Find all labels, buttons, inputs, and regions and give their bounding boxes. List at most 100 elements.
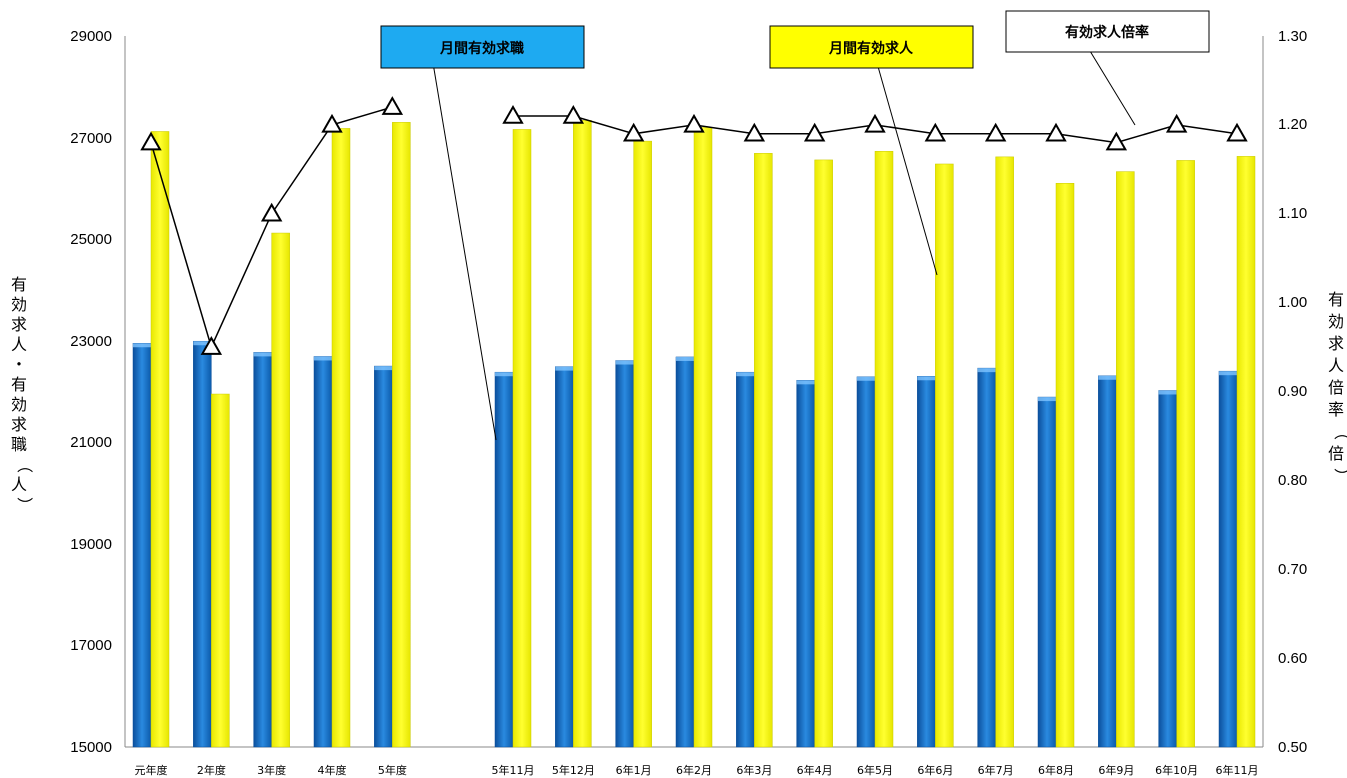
x-tick-label: 5年12月 — [552, 763, 595, 777]
bar-kyujin — [874, 151, 894, 748]
y-axis-label-char: 効 — [11, 395, 27, 414]
bar-kyushoku — [615, 360, 634, 748]
ratio-marker — [984, 122, 1007, 142]
svg-text:21000: 21000 — [70, 434, 112, 451]
x-tick-label: 5年度 — [378, 763, 407, 777]
bar-kyushoku — [494, 371, 514, 748]
left-tick-label: 27000 — [70, 130, 112, 147]
x-tick-label: 6年5月 — [857, 763, 893, 777]
svg-text:0.70: 0.70 — [1278, 561, 1307, 578]
bar-kyujin — [211, 393, 230, 748]
ratio-marker — [924, 122, 947, 142]
legend-box-kyujin: 月間有効求人 — [769, 25, 974, 69]
y-axis-label-char: ・ — [11, 355, 27, 374]
left-tick-label: 23000 — [70, 333, 112, 350]
bar-kyujin — [754, 153, 773, 748]
y-axis-label-char: （ — [15, 457, 34, 473]
y-axis-label-char: 効 — [11, 295, 27, 314]
right-tick-label: 0.60 — [1278, 650, 1307, 667]
bar-kyushoku-highlight — [796, 380, 815, 385]
bar-kyushoku — [193, 340, 212, 748]
svg-text:1.00: 1.00 — [1278, 294, 1307, 311]
y-axis-label-char: 有 — [1328, 290, 1344, 309]
x-tick-label: 6年4月 — [797, 763, 833, 777]
bar-kyushoku-highlight — [495, 372, 513, 377]
x-tick-labels: 元年度 2年度 3年度 4年度 5年度 5年11月 5年12月 6年1月 6年2月 6年3月 6年4… — [135, 763, 1259, 777]
bar-kyushoku-highlight — [857, 376, 875, 381]
svg-text:29000: 29000 — [70, 28, 112, 45]
right-tick-label: 0.50 — [1278, 739, 1307, 756]
bar-kyujin — [693, 127, 713, 748]
ratio-marker — [321, 113, 343, 133]
x-tick-label: 6年7月 — [978, 763, 1014, 777]
x-tick-label: 6年8月 — [1038, 763, 1074, 777]
ratio-marker — [864, 113, 886, 133]
bar-kyushoku-highlight — [1219, 371, 1237, 376]
bar-kyushoku-highlight — [193, 341, 212, 346]
bar-kyujin — [1116, 171, 1135, 748]
ratio-marker — [1226, 122, 1248, 142]
bar-kyushoku — [675, 356, 695, 748]
callout-line-kyujin — [876, 62, 938, 276]
left-tick-label: 29000 — [70, 28, 112, 45]
y-axis-label-char: 有 — [11, 275, 27, 294]
bar-kyujin — [1176, 160, 1195, 748]
ratio-marker — [562, 104, 585, 124]
ratio-marker — [140, 131, 162, 151]
right-tick-label: 1.00 — [1278, 294, 1307, 311]
bar-kyushoku — [1218, 370, 1238, 748]
bar-kyujin — [814, 159, 833, 748]
bar-kyushoku — [796, 380, 815, 748]
bar-kyushoku — [132, 343, 152, 748]
svg-text:27000: 27000 — [70, 130, 112, 147]
ratio-marker — [803, 122, 826, 142]
bar-kyushoku-highlight — [253, 352, 272, 357]
y-axis-label-char: 求 — [11, 315, 27, 334]
right-tick-label: 0.70 — [1278, 561, 1307, 578]
x-tick-label: 6年11月 — [1216, 763, 1259, 777]
left-tick-label: 25000 — [70, 231, 112, 248]
svg-text:23000: 23000 — [70, 333, 112, 350]
bar-kyushoku-highlight — [1158, 390, 1177, 395]
legend-label-kyushoku: 月間有効求職 — [439, 40, 524, 57]
bar-kyujin — [331, 128, 351, 748]
bar-kyushoku — [736, 371, 755, 748]
bar-kyushoku — [917, 376, 936, 748]
ratio-marker — [683, 113, 705, 133]
y-axis-label-char: 求 — [1328, 334, 1344, 353]
y-axis-label-char: 倍 — [1328, 444, 1344, 463]
left-tick-label: 19000 — [70, 536, 112, 553]
bar-kyushoku — [1158, 390, 1177, 748]
svg-text:0.80: 0.80 — [1278, 472, 1307, 489]
legend-label-ratio: 有効求人倍率 — [1065, 24, 1149, 41]
bar-kyushoku-highlight — [736, 372, 755, 377]
y-axis-label-char: （ — [1332, 424, 1347, 440]
y-axis-label-char: 倍 — [1328, 378, 1344, 397]
left-tick-label: 15000 — [70, 739, 112, 756]
x-tick-label: 3年度 — [257, 763, 286, 777]
x-tick-label: 2年度 — [197, 763, 226, 777]
legend-box-kyushoku: 月間有効求職 — [380, 25, 585, 69]
x-tick-label: 4年度 — [318, 763, 347, 777]
y-axis-label-left: 有効求人・有効求職（人） — [11, 275, 34, 513]
y-axis-label-char: 有 — [11, 375, 27, 394]
ratio-marker — [200, 336, 223, 355]
bar-kyushoku — [977, 367, 996, 748]
x-tick-label: 元年度 — [135, 763, 168, 777]
x-tick-label: 6年9月 — [1098, 763, 1134, 777]
svg-text:0.90: 0.90 — [1278, 383, 1307, 400]
bar-kyushoku-highlight — [676, 356, 694, 361]
legend-label-kyujin: 月間有効求人 — [828, 40, 914, 57]
right-tick-label: 1.30 — [1278, 28, 1307, 45]
bar-kyujin — [512, 129, 532, 748]
ratio-marker — [381, 96, 404, 115]
x-tick-label: 6年10月 — [1155, 763, 1198, 777]
bar-kyujin — [995, 156, 1014, 748]
ratio-marker — [1165, 113, 1188, 133]
bar-kyushoku-highlight — [133, 343, 151, 348]
y-axis-label-char: ） — [15, 497, 34, 513]
svg-text:1.30: 1.30 — [1278, 28, 1307, 45]
right-tick-label: 1.20 — [1278, 116, 1307, 133]
left-tick-label: 17000 — [70, 637, 112, 654]
